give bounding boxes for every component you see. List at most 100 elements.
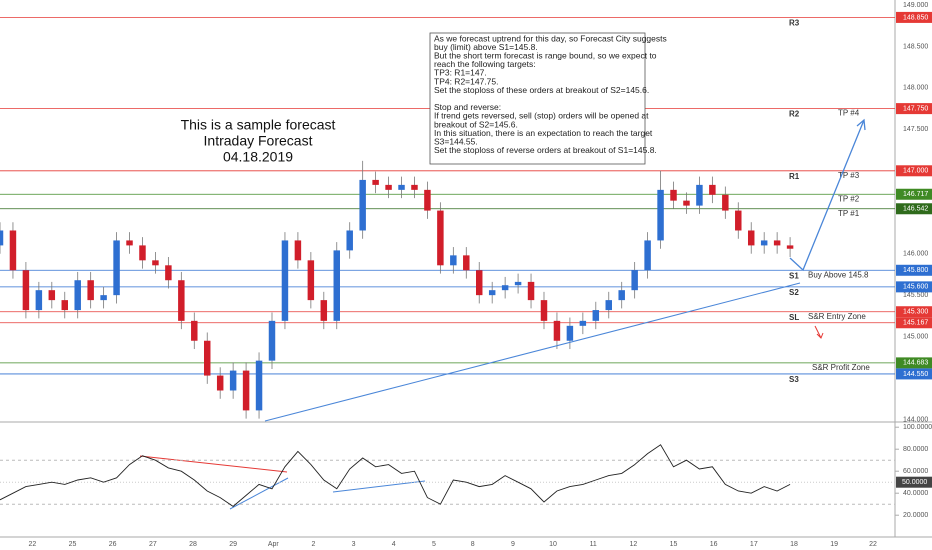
x-tick-label: 15 — [670, 541, 678, 548]
level-tag — [896, 203, 932, 215]
candle-body — [139, 245, 146, 261]
oscillator — [0, 444, 895, 507]
level-name: SL — [789, 313, 799, 322]
candle-body — [74, 280, 81, 311]
candle-body — [178, 280, 185, 321]
y-tick-label: 149.000 — [903, 2, 928, 9]
candle-body — [372, 179, 379, 185]
osc-current-label: 50.0000 — [902, 479, 927, 486]
candle-body — [437, 210, 444, 266]
candle-body — [657, 189, 664, 241]
level-tag — [896, 11, 932, 23]
reverse-arrow — [814, 325, 824, 339]
candle-body — [722, 194, 729, 211]
note: As we forecast uptrend for this day, so … — [434, 33, 667, 155]
candle-body — [644, 240, 651, 271]
candle-body — [475, 270, 483, 296]
candle-body — [359, 179, 366, 231]
candle-body — [631, 270, 638, 291]
candle-body — [514, 281, 522, 286]
candle-body — [126, 240, 133, 246]
osc-tick-label: 80.0000 — [903, 446, 928, 453]
note-line: As we forecast uptrend for this day, so … — [434, 33, 667, 43]
osc-current-tag — [896, 476, 932, 488]
axes: 149.000 148.500 148.000 147.500 146.000 145.5… — [28, 2, 932, 548]
drawings — [139, 118, 866, 510]
candle-body — [760, 240, 768, 246]
x-tick-label: 17 — [750, 541, 758, 548]
level-tag-label: 144.550 — [903, 371, 928, 378]
y-tick-label: 146.000 — [903, 251, 928, 258]
level-tag — [896, 306, 932, 318]
osc-trend-line — [332, 480, 426, 493]
x-tick-label: 12 — [629, 541, 637, 548]
level-name: R3 — [789, 19, 800, 28]
title-line: This is a sample forecast — [181, 117, 336, 133]
candle-body — [191, 320, 198, 341]
x-tick-label: 27 — [149, 541, 157, 548]
note-box — [429, 32, 646, 165]
x-tick-label: 22 — [28, 541, 36, 548]
level-tag-label: 145.167 — [903, 320, 928, 327]
x-tick-label: 10 — [549, 541, 557, 548]
candle-body — [709, 184, 716, 195]
candle-body — [592, 310, 600, 321]
level-tag-label: 146.717 — [903, 191, 928, 198]
candle-body — [670, 189, 677, 201]
level-tag — [896, 317, 932, 329]
candle-body — [747, 230, 755, 246]
candle-body — [216, 375, 224, 391]
x-tick-label: 11 — [590, 541, 597, 548]
level-name: R1 — [789, 172, 800, 181]
x-tick-label: 5 — [432, 541, 436, 548]
note-line: Set the stoploss of these orders at brea… — [434, 85, 649, 95]
candle-body — [527, 281, 535, 301]
level-tag-label: 145.300 — [903, 309, 928, 316]
candle-body — [696, 184, 703, 206]
level-note: TP #3 — [838, 171, 860, 180]
candle-body — [786, 245, 794, 249]
level-name: S3 — [789, 375, 799, 384]
candle-body — [255, 360, 263, 411]
note-line: Set the stoploss of reverse orders at br… — [434, 145, 657, 155]
x-tick-label: Apr — [268, 541, 280, 548]
level-note: TP #4 — [838, 109, 860, 118]
note-line: If trend gets reversed, sell (stop) orde… — [434, 111, 649, 121]
level-note: TP #1 — [838, 209, 860, 218]
trend-line — [264, 282, 801, 422]
candle-body — [735, 210, 742, 231]
level-tag-label: 148.850 — [903, 14, 928, 21]
level-tag — [896, 357, 932, 369]
forecast-arrow — [789, 119, 865, 272]
x-tick-label: 25 — [69, 541, 77, 548]
osc-tick-label: 20.0000 — [903, 512, 928, 519]
x-tick-label: 3 — [352, 541, 356, 548]
note-line: TP4: R2=147.75. — [434, 76, 499, 86]
note-line: Stop and reverse: — [434, 102, 501, 112]
candle-body — [152, 260, 159, 266]
candle-body — [618, 290, 625, 301]
osc-divergence-line — [139, 455, 288, 473]
osc-tick-label: 40.0000 — [903, 490, 928, 497]
candle-body — [203, 340, 211, 376]
x-tick-label: 4 — [392, 541, 396, 548]
candle-body — [605, 300, 612, 311]
x-tick-label: 26 — [109, 541, 117, 548]
note-line: But the short term forecast is range bou… — [434, 50, 657, 60]
x-tick-label: 9 — [511, 541, 515, 548]
x-tick-label: 2 — [311, 541, 315, 548]
level-name: S1 — [789, 271, 799, 280]
level-tag-label: 147.000 — [903, 168, 928, 175]
arrow-head — [856, 118, 866, 131]
candle-body — [87, 280, 94, 301]
candle-body — [424, 189, 431, 211]
note-line: breakout of S2=145.6. — [434, 119, 518, 129]
level-note: Buy Above 145.8 — [808, 270, 869, 279]
level-tag-label: 145.800 — [903, 267, 928, 274]
y-tick-label: 148.500 — [903, 43, 928, 50]
y-tick-label: 145.500 — [903, 292, 928, 299]
candle-body — [320, 300, 328, 321]
title-line: 04.18.2019 — [223, 149, 293, 165]
